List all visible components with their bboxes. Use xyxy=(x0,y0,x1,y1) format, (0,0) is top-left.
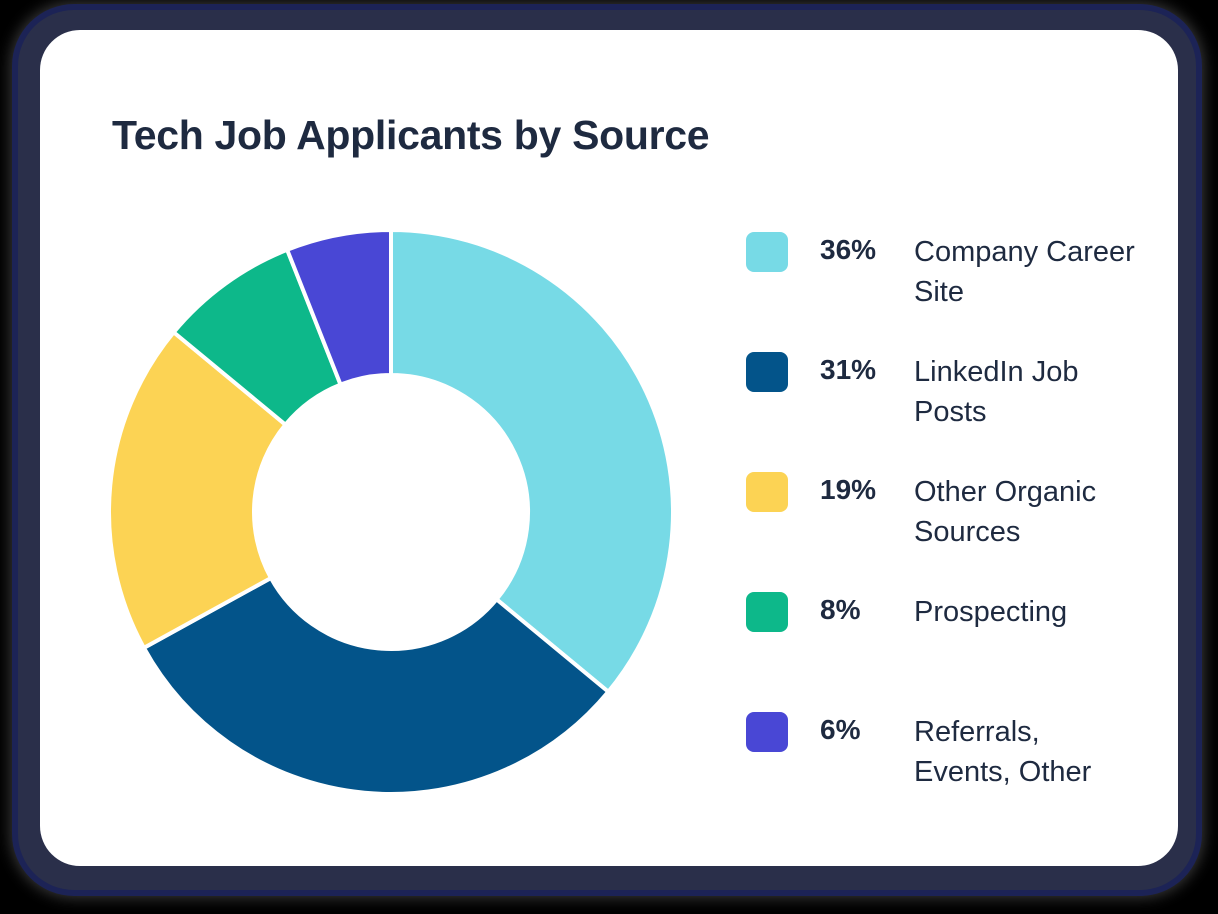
legend-label: Other Organic Sources xyxy=(914,476,1097,548)
legend-label: Prospecting xyxy=(914,596,1068,628)
legend-percent: 6% xyxy=(820,714,861,745)
donut-slice-company-career-site xyxy=(389,230,673,695)
legend-item-company-career-site: 36% Company Career Site xyxy=(746,232,1166,352)
legend-swatch xyxy=(746,232,788,272)
donut-slice-other-organic-sources xyxy=(109,329,289,651)
legend-swatch xyxy=(746,472,788,512)
legend-label: LinkedIn Job Posts xyxy=(914,356,1079,428)
legend-item-linkedin-job-posts: 31% LinkedIn Job Posts xyxy=(746,352,1166,472)
legend-swatch xyxy=(746,352,788,392)
legend-label: Referrals, Events, Other xyxy=(914,716,1092,788)
chart-title: Tech Job Applicants by Source xyxy=(112,112,710,158)
donut-slice-referrals-events-other xyxy=(284,230,393,388)
legend-swatch xyxy=(746,592,788,632)
legend-label: Company Career Site xyxy=(914,236,1135,308)
legend: 36% Company Career Site 31% LinkedIn Job… xyxy=(746,232,1166,832)
legend-swatch xyxy=(746,712,788,752)
donut-chart xyxy=(109,230,673,794)
legend-percent: 31% xyxy=(820,354,877,385)
donut-slice-linkedin-job-posts xyxy=(141,575,612,794)
legend-percent: 8% xyxy=(820,594,861,625)
legend-item-referrals-events-other: 6% Referrals, Events, Other xyxy=(746,712,1166,832)
legend-percent: 19% xyxy=(820,474,877,505)
legend-percent: 36% xyxy=(820,234,877,265)
legend-item-prospecting: 8% Prospecting xyxy=(746,592,1166,712)
legend-item-other-organic-sources: 19% Other Organic Sources xyxy=(746,472,1166,592)
